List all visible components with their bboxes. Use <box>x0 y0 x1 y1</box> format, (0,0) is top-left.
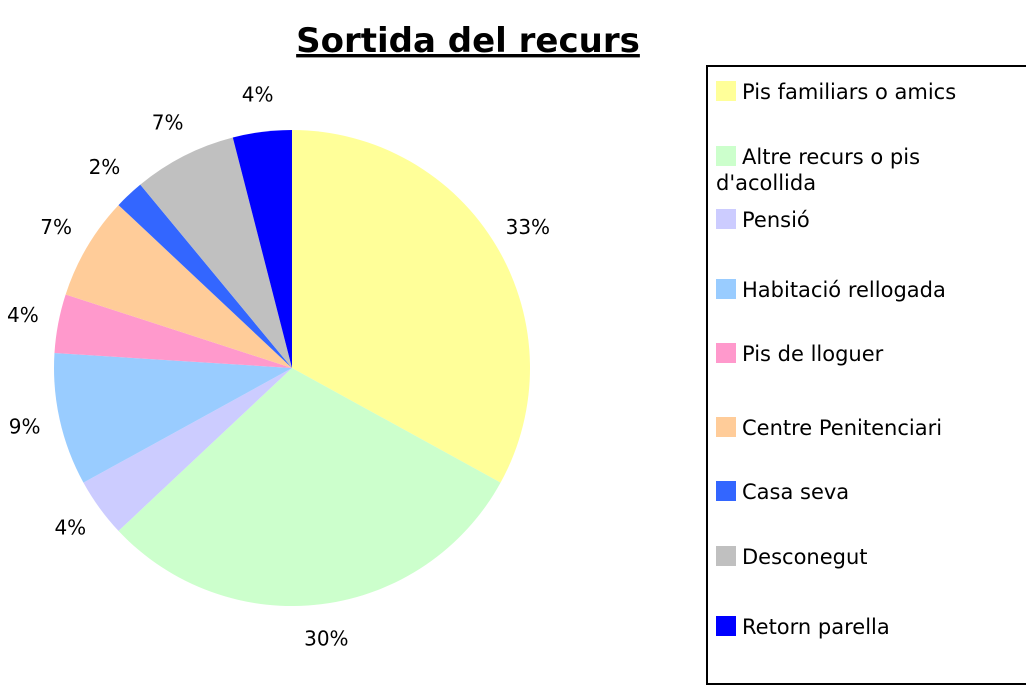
pie-slice <box>54 294 293 368</box>
legend-swatch <box>716 209 736 229</box>
legend-label: Pensió <box>742 208 810 232</box>
legend-item: Pensió <box>716 207 1016 233</box>
data-label: 30% <box>304 626 348 650</box>
legend-label: Casa seva <box>742 480 850 504</box>
legend-swatch <box>716 481 736 501</box>
legend-swatch <box>716 81 736 101</box>
legend-swatch <box>716 279 736 299</box>
data-label: 9% <box>9 414 41 438</box>
pie-slice <box>118 368 501 607</box>
legend-label: Centre Penitenciari <box>742 416 943 440</box>
data-label: 7% <box>152 110 184 134</box>
pie-slice <box>232 130 292 368</box>
pie-slice <box>292 130 530 483</box>
legend-swatch <box>716 343 736 363</box>
pie-slice <box>140 137 292 368</box>
data-label: 4% <box>242 83 274 107</box>
pie-slice <box>65 205 292 368</box>
legend-label: Pis de lloguer <box>742 342 884 366</box>
legend-label: Desconegut <box>742 545 868 569</box>
legend: Pis familiars o amics Altre recurs o pis … <box>706 65 1026 685</box>
data-label: 2% <box>89 155 121 179</box>
legend-swatch <box>716 546 736 566</box>
legend-item: Pis familiars o amics <box>716 79 1016 105</box>
legend-label: Pis familiars o amics <box>742 80 957 104</box>
legend-swatch <box>716 417 736 437</box>
legend-item: Habitació rellogada <box>716 277 1016 303</box>
legend-label: Altre recurs o pis d'acollida <box>716 145 921 195</box>
page: Sortida del recurs 33% 30% 4% 9% 4% 7% 2% 7% 4% … <box>6 21 1026 685</box>
data-label: 4% <box>54 516 86 540</box>
legend-item: Centre Penitenciari <box>716 415 1016 441</box>
pie-slice <box>83 368 292 531</box>
legend-label: Habitació rellogada <box>742 278 946 302</box>
chart-title: Sortida del recurs <box>296 21 640 61</box>
legend-swatch <box>716 146 736 166</box>
legend-swatch <box>716 616 736 636</box>
legend-item: Casa seva <box>716 479 1016 505</box>
legend-item: Pis de lloguer <box>716 341 1016 367</box>
pie-slice <box>54 353 293 483</box>
legend-item: Altre recurs o pis d'acollida <box>716 144 966 196</box>
legend-item: Desconegut <box>716 544 1016 570</box>
legend-item: Retorn parella <box>716 614 1016 640</box>
legend-label: Retorn parella <box>742 615 890 639</box>
data-label: 33% <box>506 215 550 239</box>
data-label: 7% <box>40 215 72 239</box>
data-label: 4% <box>7 303 39 327</box>
chart: Sortida del recurs 33% 30% 4% 9% 4% 7% 2% 7% 4% <box>7 21 640 650</box>
pie-slice <box>118 184 293 368</box>
